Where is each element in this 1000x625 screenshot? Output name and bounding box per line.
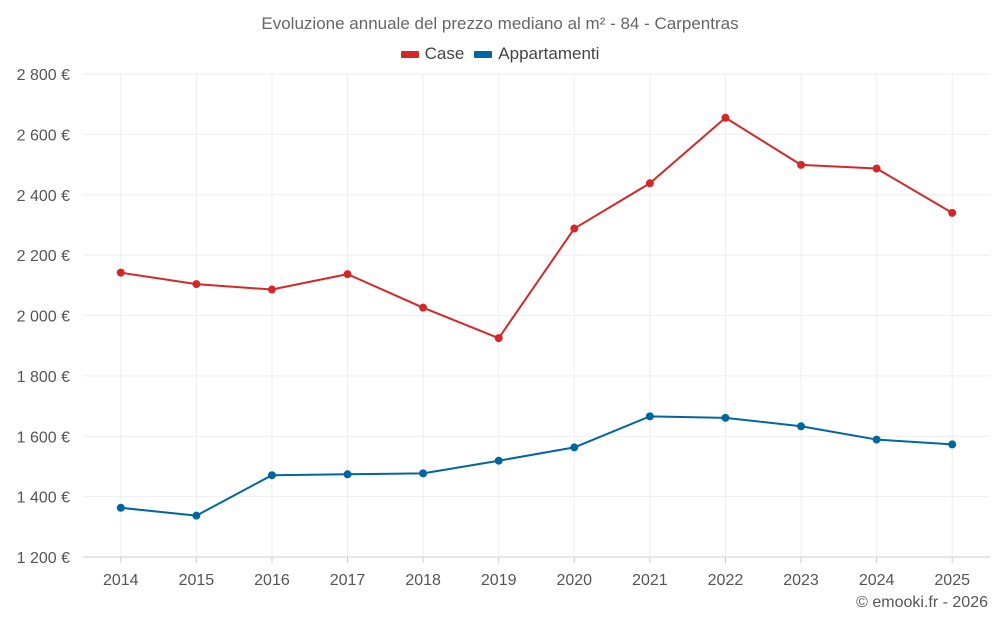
data-point-case[interactable] xyxy=(570,224,579,233)
legend: Case Appartamenti xyxy=(0,44,1000,64)
data-point-appartamenti[interactable] xyxy=(192,511,201,520)
legend-label-case: Case xyxy=(424,44,465,63)
data-point-case[interactable] xyxy=(948,208,957,217)
y-tick-label: 2 400 € xyxy=(17,188,70,205)
x-tick-label: 2015 xyxy=(179,572,215,589)
y-tick-label: 1 200 € xyxy=(17,550,70,567)
x-tick-label: 2023 xyxy=(783,572,819,589)
data-point-appartamenti[interactable] xyxy=(343,470,352,479)
x-tick-label: 2024 xyxy=(859,572,895,589)
x-tick-label: 2025 xyxy=(934,572,970,589)
data-point-case[interactable] xyxy=(797,160,806,169)
data-point-appartamenti[interactable] xyxy=(419,469,428,478)
x-tick-label: 2021 xyxy=(632,572,668,589)
credit-text: © emooki.fr - 2026 xyxy=(856,594,988,611)
data-point-case[interactable] xyxy=(645,179,654,188)
series-line-case xyxy=(120,116,953,340)
data-point-case[interactable] xyxy=(267,285,276,294)
data-point-appartamenti[interactable] xyxy=(570,443,579,452)
data-point-appartamenti[interactable] xyxy=(116,503,125,512)
data-point-appartamenti[interactable] xyxy=(797,422,806,431)
legend-label-appartamenti: Appartamenti xyxy=(498,44,600,63)
data-point-case[interactable] xyxy=(192,280,201,289)
x-tick-label: 2022 xyxy=(708,572,744,589)
y-tick-label: 2 600 € xyxy=(17,127,70,144)
y-tick-label: 1 800 € xyxy=(17,369,70,386)
data-point-appartamenti[interactable] xyxy=(948,440,957,449)
series xyxy=(116,113,957,520)
x-tick-label: 2014 xyxy=(103,572,139,589)
x-tick-label: 2016 xyxy=(254,572,290,589)
legend-swatch-appartamenti xyxy=(474,50,493,58)
y-tick-label: 2 000 € xyxy=(17,309,70,326)
data-point-case[interactable] xyxy=(419,303,428,312)
axes: 1 200 € 1 400 € 1 600 € 1 800 € 2 000 € 2 200… xyxy=(17,67,970,589)
data-point-case[interactable] xyxy=(872,164,881,173)
y-tick-label: 1 400 € xyxy=(17,490,70,507)
y-tick-label: 1 600 € xyxy=(17,429,70,446)
data-point-appartamenti[interactable] xyxy=(721,413,730,422)
x-tick-label: 2018 xyxy=(405,572,441,589)
data-point-case[interactable] xyxy=(721,113,730,122)
series-line-appartamenti xyxy=(120,415,953,517)
data-point-appartamenti[interactable] xyxy=(645,412,654,421)
x-tick-label: 2019 xyxy=(481,572,517,589)
legend-swatch-case xyxy=(400,50,419,58)
x-tick-label: 2020 xyxy=(556,572,592,589)
data-point-case[interactable] xyxy=(343,270,352,279)
y-tick-label: 2 200 € xyxy=(17,248,70,265)
chart-title: Evoluzione annuale del prezzo mediano al… xyxy=(261,14,739,33)
y-tick-label: 2 800 € xyxy=(17,67,70,84)
data-point-appartamenti[interactable] xyxy=(267,471,276,480)
x-tick-label: 2017 xyxy=(330,572,366,589)
legend-item-appartamenti[interactable]: Appartamenti xyxy=(474,44,599,64)
data-point-appartamenti[interactable] xyxy=(872,435,881,444)
legend-item-case[interactable]: Case xyxy=(400,44,465,64)
data-point-appartamenti[interactable] xyxy=(494,456,503,465)
data-point-case[interactable] xyxy=(494,334,503,343)
grid xyxy=(83,73,990,558)
data-point-case[interactable] xyxy=(116,268,125,277)
